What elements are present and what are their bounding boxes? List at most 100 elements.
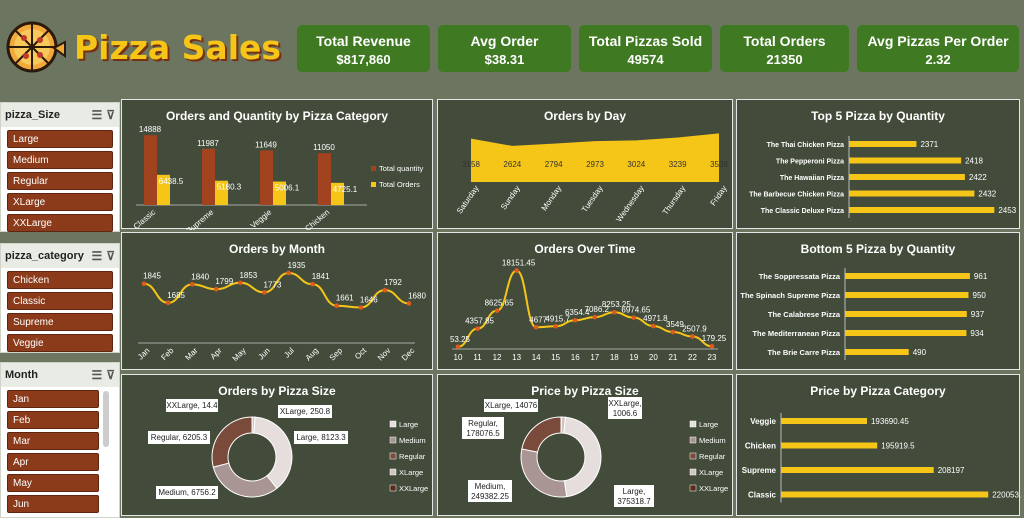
- donut-slice: [253, 416, 293, 489]
- header: Pizza Sales: [4, 18, 281, 76]
- svg-text:1006.6: 1006.6: [613, 409, 638, 418]
- donut-slice: [520, 448, 568, 498]
- chart-top5-pizza: 2371 The Thai Chicken Pizza 2418 The Pepper…: [749, 136, 1017, 218]
- tick-label: The Mediterranean Pizza: [752, 329, 840, 338]
- data-label: 2794: [545, 160, 563, 169]
- slicer-item-chicken[interactable]: Chicken: [7, 271, 113, 289]
- donut-slice: [563, 416, 602, 498]
- data-point: [475, 326, 480, 331]
- chart-title: Price by Pizza Category: [810, 384, 946, 398]
- data-label: 6438.5: [159, 177, 184, 186]
- slicer-item-medium[interactable]: Medium: [7, 151, 113, 169]
- tick-label: 12: [493, 353, 502, 362]
- tick-label: Dec: [400, 346, 416, 362]
- slicer-item-xlarge[interactable]: XLarge: [7, 193, 113, 211]
- data-point: [141, 281, 147, 287]
- data-point: [709, 343, 715, 349]
- data-label: 1646: [360, 296, 378, 305]
- data-point: [334, 303, 340, 309]
- tick-label: 21: [668, 353, 677, 362]
- slicer-item-xxlarge[interactable]: XXLarge: [7, 214, 113, 232]
- data-label-callout: XXLarge,1006.6: [608, 397, 642, 419]
- kpi-label: Avg Order: [470, 33, 539, 49]
- data-label: 3538: [710, 160, 728, 169]
- legend-swatch: [371, 182, 376, 187]
- slicer-item-apr[interactable]: Apr: [7, 453, 99, 471]
- slicer-item-supreme[interactable]: Supreme: [7, 313, 113, 331]
- tick-label: 10: [454, 353, 463, 362]
- slicer-header: pizza_category ☰ ⊽: [1, 244, 119, 268]
- bar-quantity: [318, 153, 331, 205]
- data-label: 1792: [384, 278, 402, 287]
- svg-text:178076.5: 178076.5: [466, 429, 500, 438]
- legend-swatch: [689, 452, 697, 460]
- panel-orders-by-size: Orders by Pizza Size XXLarge, 14.4 XLarge…: [121, 374, 433, 516]
- data-label: 208197: [938, 466, 965, 475]
- slicer-item-feb[interactable]: Feb: [7, 411, 99, 429]
- legend-label: Total Orders: [379, 180, 420, 189]
- data-label-callout: Regular,178076.5: [462, 417, 504, 439]
- data-label: 2432: [978, 190, 996, 199]
- tick-label: Mar: [183, 346, 199, 362]
- chart-bottom5-pizza: 961 The Soppressata Pizza 950 The Spinach S…: [740, 268, 988, 360]
- tick-label: Sunday: [499, 184, 522, 211]
- data-label: 2453: [998, 206, 1016, 215]
- kpi-value: 49574: [627, 52, 664, 67]
- panel-orders-by-day: Orders by Day 3158 Saturday 2624 Sunday 2794…: [437, 99, 733, 229]
- tick-label: The Hawaiian Pizza: [780, 175, 844, 182]
- svg-text:Large,: Large,: [623, 487, 646, 496]
- slicer-item-regular[interactable]: Regular: [7, 172, 113, 190]
- clear-filter-icon[interactable]: ⊽: [106, 249, 115, 263]
- tick-label: The Pepperoni Pizza: [776, 159, 844, 166]
- chart-price-by-size: XLarge, 14076 XXLarge,1006.6 Regular,17807…: [462, 397, 728, 507]
- slicer-item-classic[interactable]: Classic: [7, 292, 113, 310]
- data-label: 11987: [197, 139, 219, 148]
- slicer-item-jun[interactable]: Jun: [7, 495, 99, 513]
- data-point: [514, 268, 519, 273]
- tick-label: 19: [629, 353, 638, 362]
- data-label: 1841: [312, 272, 330, 281]
- tick-label: 16: [571, 353, 580, 362]
- kpi-avg-pizzas-per-order: Avg Pizzas Per Order 2.32: [857, 25, 1019, 72]
- multi-select-icon[interactable]: ☰: [91, 108, 103, 122]
- data-label: 1661: [336, 294, 354, 303]
- slicer-item-may[interactable]: May: [7, 474, 99, 492]
- clear-filter-icon[interactable]: ⊽: [106, 368, 115, 382]
- data-point: [455, 344, 461, 350]
- clear-filter-icon[interactable]: ⊽: [106, 108, 115, 122]
- legend-label: XXLarge: [399, 484, 428, 493]
- data-label: 1799: [215, 277, 233, 286]
- slicer-item-veggie[interactable]: Veggie: [7, 334, 113, 352]
- slicer-header: Month ☰ ⊽: [1, 363, 119, 387]
- slicer-item-jan[interactable]: Jan: [7, 390, 99, 408]
- tick-label: Oct: [353, 346, 369, 362]
- bar: [781, 442, 878, 449]
- multi-select-icon[interactable]: ☰: [91, 368, 103, 382]
- data-label: 1840: [191, 272, 209, 281]
- svg-text:Medium,: Medium,: [475, 482, 506, 491]
- slicer-scrollbar[interactable]: [103, 391, 109, 447]
- data-point: [213, 286, 219, 292]
- slicer-item-large[interactable]: Large: [7, 130, 113, 148]
- tick-label: 11: [473, 353, 482, 362]
- kpi-value: $38.31: [484, 52, 525, 67]
- data-label: 2371: [920, 140, 938, 149]
- data-label-callout: XLarge, 14076: [484, 399, 538, 412]
- kpi-value: 21350: [766, 52, 803, 67]
- tick-label: 23: [708, 353, 717, 362]
- data-label: 14888: [139, 125, 162, 134]
- chart-title: Bottom 5 Pizza by Quantity: [800, 242, 956, 256]
- tick-label: Tuesday: [580, 184, 605, 214]
- multi-select-icon[interactable]: ☰: [91, 249, 103, 263]
- bar: [781, 467, 934, 473]
- data-label: 961: [974, 272, 988, 281]
- data-label: 4677: [529, 315, 547, 324]
- tick-label: Veggie: [750, 417, 776, 426]
- data-label: 6974.65: [621, 306, 650, 315]
- legend-label: Large: [699, 420, 718, 429]
- data-label: 2973: [586, 160, 604, 169]
- chart-orders-by-month: 1845 Jan 1685 Feb 1840 Mar 1799 Apr 1853 May 1773 J…: [136, 261, 427, 363]
- data-point: [358, 305, 364, 310]
- slicer-item-mar[interactable]: Mar: [7, 432, 99, 450]
- slicer-pizza-size: pizza_Size ☰ ⊽ Large Medium Regular XLarg…: [0, 102, 120, 232]
